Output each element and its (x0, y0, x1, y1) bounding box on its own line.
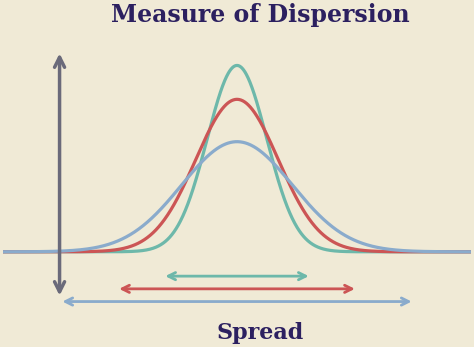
Text: Measure of Dispersion: Measure of Dispersion (111, 2, 410, 27)
Text: Spread: Spread (217, 322, 304, 345)
